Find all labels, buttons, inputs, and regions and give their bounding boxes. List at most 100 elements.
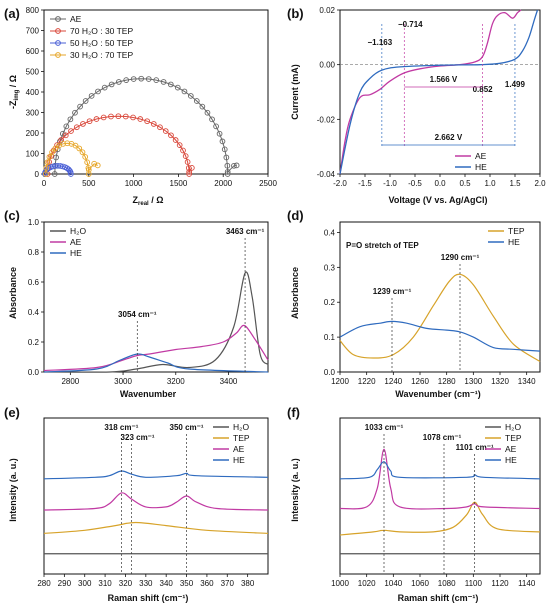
eis-point-0	[223, 154, 230, 161]
eis-point-3	[52, 145, 59, 152]
peak-label-e: 318 cm⁻¹	[104, 423, 138, 432]
eis-point-0	[219, 138, 226, 145]
onset-label-ae-neg: −0.714	[398, 20, 423, 29]
panel-label-b: (b)	[287, 6, 304, 21]
y-tick-label-c: 0.2	[28, 338, 40, 347]
x-tick-label-f: 1000	[331, 579, 349, 588]
peak-label-c: 3054 cm⁻¹	[118, 310, 157, 319]
chart-a: 0 500 1000 1500 2000 2500 0 100 200 300 400 500 600 7…	[26, 6, 278, 188]
eis-point-1	[186, 169, 193, 175]
x-tick-label-e: 300	[78, 579, 92, 588]
eis-point-0	[199, 103, 206, 110]
axis-title-b-x: Voltage (V vs. Ag/AgCl)	[388, 195, 487, 205]
y-tick-label-b: 0.02	[319, 6, 335, 15]
eis-point-0	[187, 93, 194, 99]
legend-label-b: AE	[475, 151, 487, 161]
x-tick-label-f: 1060	[411, 579, 429, 588]
eis-point-0	[115, 79, 122, 85]
onset-label-he-neg: −1.163	[367, 38, 392, 47]
eis-point-3	[79, 149, 86, 156]
onset-label-ae-pos: 0.852	[473, 85, 494, 94]
spectrum-line-e-2	[43, 492, 269, 511]
y-tick-label-c: 0.6	[28, 278, 40, 287]
eis-point-1	[130, 114, 136, 121]
x-tick-label-e: 370	[221, 579, 235, 588]
peak-label-e: 350 cm⁻¹	[170, 423, 204, 432]
eis-point-3	[82, 154, 89, 160]
x-tick-label-d: 1240	[384, 377, 402, 386]
eis-point-1	[122, 113, 129, 120]
legend-label-e: H₂O	[233, 422, 249, 432]
panel-label-e: (e)	[4, 405, 20, 420]
x-tick-label-e: 290	[58, 579, 72, 588]
eis-point-0	[82, 98, 89, 104]
spectrum-line-c-0	[43, 271, 269, 373]
eis-point-0	[108, 81, 115, 88]
legend-label-e: HE	[233, 455, 245, 465]
legend-label-c: HE	[70, 248, 82, 258]
x-tick-label-e: 350	[180, 579, 194, 588]
eis-point-3	[44, 159, 51, 166]
eis-line-0	[54, 78, 237, 175]
x-tick-label-f: 1040	[384, 579, 402, 588]
eis-point-1	[62, 132, 69, 139]
eis-point-0	[181, 88, 188, 95]
eis-point-0	[167, 81, 174, 88]
cv-line-0	[339, 9, 522, 175]
eis-point-3	[42, 171, 49, 177]
eis-point-1	[144, 118, 151, 125]
panel-label-f: (f)	[287, 405, 300, 420]
x-tick-label-d: 1260	[411, 377, 429, 386]
legend-label-a: 70 H₂O : 30 TEP	[70, 26, 133, 36]
eis-point-0	[233, 162, 240, 169]
axis-title-e-x: Raman shift (cm⁻¹)	[108, 593, 189, 603]
eis-point-3	[64, 140, 71, 147]
x-tick-label-e: 280	[37, 579, 51, 588]
eis-point-1	[73, 124, 80, 131]
axis-title-e-y: Intensity (a. u.)	[8, 458, 18, 522]
eis-point-0	[53, 154, 59, 161]
legend-label-a: AE	[70, 14, 82, 24]
y-tick-label-c: 0.4	[28, 308, 40, 317]
y-tick-label-a: 100	[26, 150, 40, 159]
x-tick-label-d: 1200	[331, 377, 349, 386]
eis-point-0	[224, 162, 231, 169]
eis-point-0	[138, 75, 145, 82]
x-tick-label-b: -1.0	[383, 179, 397, 188]
eis-point-3	[60, 140, 66, 147]
x-tick-label-c: 2800	[61, 377, 79, 386]
legend-label-b: HE	[475, 162, 487, 172]
eis-point-1	[185, 165, 192, 171]
chart-e: 280 290 300 310 320 330 340 350 360 370 380 318 cm⁻…	[37, 417, 269, 588]
eis-point-0	[123, 77, 130, 83]
window-label-ae: 1.566 V	[430, 75, 458, 84]
legend-label-f: H₂O	[505, 422, 521, 432]
legend-marker-a	[55, 40, 61, 46]
eis-point-1	[168, 132, 174, 139]
chart-f: 1000 1020 1040 1060 1080 1100 1120 1140 1033 cm⁻…	[331, 417, 541, 588]
x-tick-label-f: 1100	[465, 579, 483, 588]
panel-label-c: (c)	[4, 208, 20, 223]
eis-point-3	[91, 160, 98, 167]
x-tick-label-e: 340	[160, 579, 174, 588]
eis-point-1	[80, 121, 86, 127]
x-tick-label-c: 3400	[220, 377, 238, 386]
spectrum-line-f-1	[339, 501, 541, 536]
eis-point-0	[77, 103, 83, 110]
plot-frame-b	[339, 9, 541, 175]
peak-label-f: 1101 cm⁻¹	[456, 443, 494, 452]
spectrum-line-d-0	[339, 273, 541, 363]
eis-point-1	[188, 165, 195, 171]
peak-label-f: 1078 cm⁻¹	[423, 433, 462, 442]
eis-point-1	[182, 153, 189, 159]
y-tick-label-a: 200	[26, 129, 40, 138]
eis-point-1	[93, 116, 100, 122]
x-tick-label-e: 320	[119, 579, 133, 588]
eis-point-1	[184, 159, 191, 165]
legend-marker-a	[55, 16, 61, 22]
eis-point-1	[137, 116, 144, 122]
plot-frame-f	[339, 417, 541, 575]
axis-title-d-x: Wavenumber (cm⁻¹)	[395, 389, 480, 399]
x-tick-label-f: 1020	[358, 579, 376, 588]
cv-line-1	[339, 9, 539, 175]
